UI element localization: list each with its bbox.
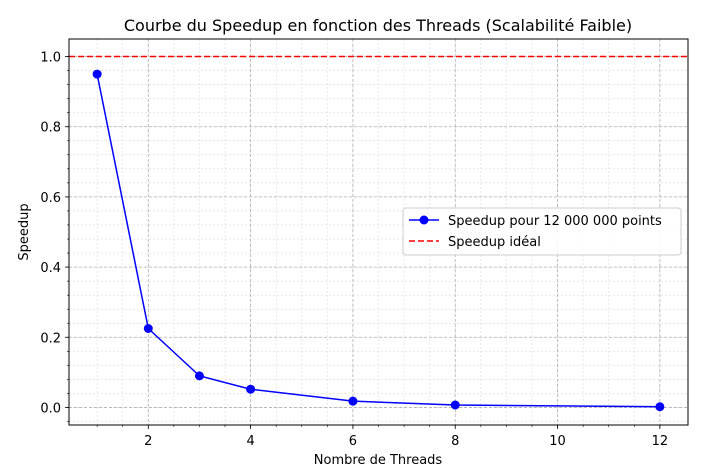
legend-series-marker (419, 215, 429, 225)
y-axis-label: Speedup (17, 203, 32, 260)
legend-series-label: Speedup pour 12 000 000 points (448, 214, 662, 229)
y-tick-label: 0.0 (40, 401, 61, 416)
speedup-data-point (143, 324, 153, 333)
y-tick-label: 0.8 (40, 121, 61, 136)
x-tick-label: 10 (549, 434, 566, 449)
x-tick-label: 4 (246, 434, 254, 449)
y-tick-label: 0.4 (40, 261, 61, 276)
x-tick-label: 12 (652, 434, 669, 449)
legend-box (402, 207, 682, 256)
x-tick-label: 2 (144, 434, 152, 449)
x-axis-label: Nombre de Threads (314, 453, 443, 468)
chart-title: Courbe du Speedup en fonction des Thread… (124, 16, 632, 35)
speedup-data-point (450, 400, 460, 410)
y-tick-label: 1.0 (40, 51, 61, 66)
y-tick-label: 0.6 (40, 191, 61, 206)
x-tick-label: 6 (349, 434, 357, 449)
legend-ideal-label: Speedup idéal (448, 235, 541, 250)
speedup-data-point (194, 371, 204, 381)
speedup-data-point (655, 402, 665, 412)
speedup-data-point (246, 384, 256, 394)
legend: Speedup pour 12 000 000 points Speedup i… (402, 207, 682, 256)
x-tick-label: 8 (451, 434, 459, 449)
speedup-data-point (92, 69, 102, 79)
y-tick-label: 0.2 (40, 331, 61, 346)
speedup-data-point (348, 396, 358, 406)
plot-series (69, 55, 688, 412)
axis-ticks: 2 4 6 8 10 12 0.0 0.2 0.4 0.6 0.8 1.0 (40, 51, 668, 449)
